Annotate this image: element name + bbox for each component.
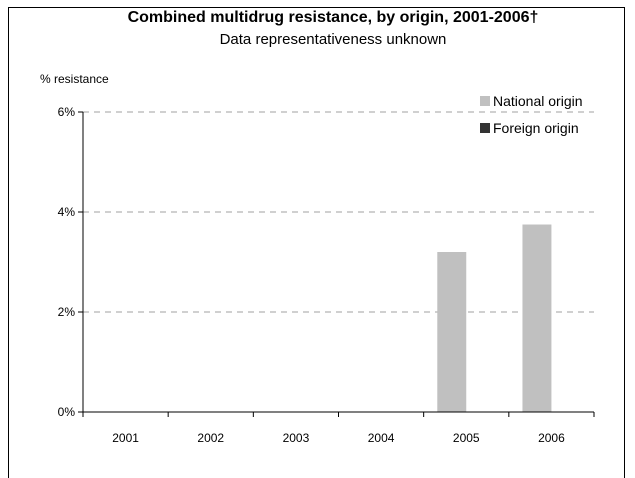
axes <box>78 111 595 417</box>
bars <box>437 224 552 412</box>
x-tick-label: 2003 <box>283 431 310 445</box>
chart-subtitle: Data representativeness unknown <box>220 31 447 48</box>
chart-title: Combined multidrug resistance, by origin… <box>128 9 539 26</box>
y-axis-label: % resistance <box>40 72 109 86</box>
x-tick-label: 2002 <box>197 431 224 445</box>
bar-national-origin-2006 <box>522 224 552 412</box>
legend-swatch <box>480 96 490 106</box>
tick-labels: 0% 2% 4% 6% 2001 2002 2003 2004 2005 2006 <box>58 105 565 445</box>
legend-label: Foreign origin <box>493 120 579 136</box>
legend: National origin Foreign origin <box>480 93 583 136</box>
chart-frame <box>8 7 625 478</box>
x-tick-label: 2004 <box>368 431 395 445</box>
y-tick-label: 2% <box>58 305 76 319</box>
x-tick-label: 2006 <box>538 431 565 445</box>
y-tick-label: 4% <box>58 205 76 219</box>
bar-national-origin-2005 <box>437 252 467 412</box>
x-tick-label: 2005 <box>453 431 480 445</box>
legend-label: National origin <box>493 93 583 109</box>
y-tick-label: 6% <box>58 105 76 119</box>
x-tick-label: 2001 <box>112 431 139 445</box>
legend-swatch <box>480 123 490 133</box>
y-tick-label: 0% <box>58 405 76 419</box>
gridlines <box>83 111 594 313</box>
